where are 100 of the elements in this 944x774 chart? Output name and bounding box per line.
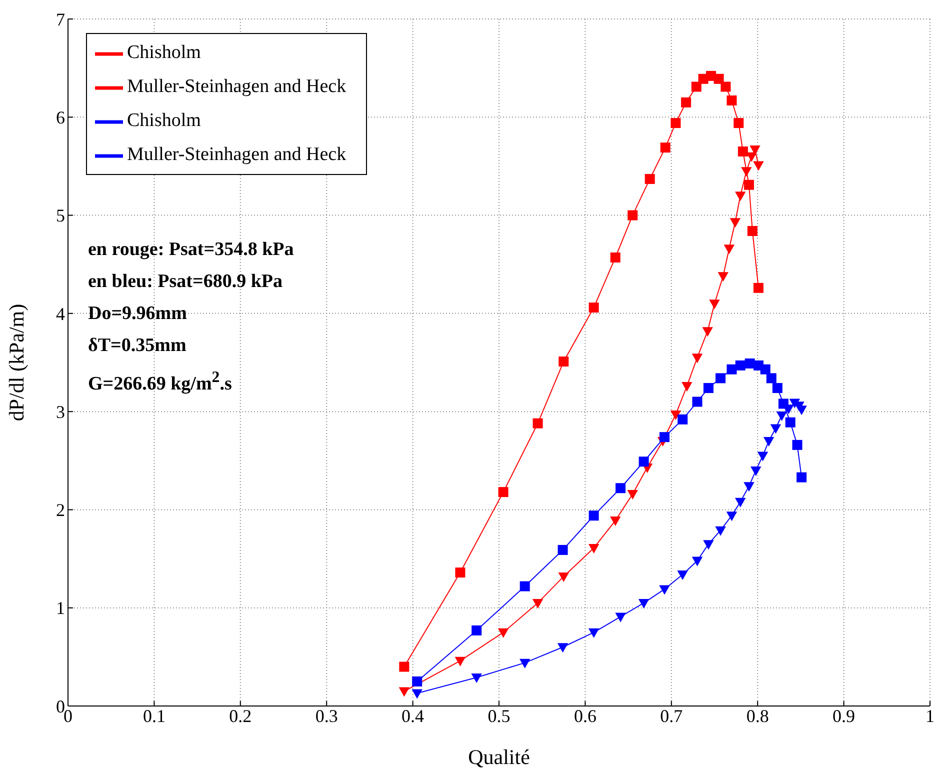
point — [610, 516, 620, 526]
y-axis-title: dP/dl (kPa/m) — [4, 304, 28, 422]
point — [726, 364, 737, 374]
legend-label: Muller-Steinhagen and Heck — [127, 76, 346, 97]
x-tick-label: 0.6 — [574, 706, 596, 726]
point — [764, 437, 774, 446]
point — [520, 581, 530, 592]
point — [703, 540, 714, 550]
point — [616, 483, 626, 494]
point — [724, 244, 734, 254]
x-tick-label: 0.9 — [832, 706, 856, 726]
point — [558, 643, 568, 652]
point — [532, 418, 543, 428]
point — [796, 472, 807, 482]
point — [588, 302, 599, 313]
x-tick-label: 1 — [926, 706, 934, 726]
annotation: en bleu: Psat=680.9 kPa — [88, 270, 284, 294]
point — [670, 410, 681, 420]
point — [412, 676, 422, 686]
point — [670, 118, 681, 128]
point — [692, 396, 702, 407]
point — [758, 452, 768, 461]
point — [750, 466, 761, 476]
point — [741, 167, 752, 176]
legend-label: Muller-Steinhagen and Heck — [127, 144, 346, 165]
point — [703, 383, 714, 394]
point — [747, 226, 758, 236]
point — [772, 383, 782, 394]
point — [472, 625, 482, 636]
point — [714, 74, 724, 84]
x-axis-title: Qualité — [468, 745, 530, 769]
point — [702, 327, 713, 336]
y-tick-label: 2 — [56, 500, 65, 520]
point — [558, 572, 569, 582]
point — [628, 490, 638, 500]
point — [753, 282, 764, 293]
point — [718, 272, 728, 282]
y-tick-label: 7 — [56, 9, 65, 30]
point — [588, 510, 599, 521]
point — [399, 662, 410, 672]
x-tick-label: 0.4 — [402, 706, 424, 726]
point — [638, 456, 649, 467]
point — [716, 373, 726, 384]
point — [734, 118, 744, 128]
point — [678, 414, 688, 424]
point — [726, 95, 737, 106]
point — [692, 354, 702, 363]
point — [716, 526, 726, 536]
point — [644, 174, 655, 184]
point — [610, 252, 620, 262]
point — [660, 585, 670, 594]
point — [766, 373, 776, 384]
annotation: δT=0.35mm — [88, 334, 188, 358]
legend-label: Chisholm — [127, 110, 201, 131]
point — [455, 656, 466, 666]
point — [472, 674, 482, 683]
point — [532, 598, 543, 608]
x-tick-label: 0.3 — [315, 706, 338, 726]
point — [498, 487, 508, 498]
point — [455, 568, 466, 578]
point — [726, 512, 737, 521]
y-tick-label: 4 — [56, 304, 65, 324]
point — [681, 97, 692, 108]
y-tick-label: 3 — [56, 402, 65, 422]
point — [746, 152, 757, 162]
point — [588, 544, 599, 553]
point — [399, 687, 410, 696]
point — [588, 628, 599, 638]
point — [760, 364, 770, 374]
annotation: G=266.69 kg/m$^{2}$.s — [88, 368, 233, 396]
point — [692, 556, 702, 566]
point — [735, 498, 746, 507]
point — [558, 356, 569, 367]
point — [682, 382, 692, 392]
point — [638, 598, 649, 608]
point — [678, 570, 688, 580]
point — [776, 411, 787, 420]
point — [616, 612, 626, 622]
x-tick-label: 0.7 — [660, 706, 683, 726]
point — [660, 432, 670, 442]
legend-label: Chisholm — [127, 42, 201, 63]
y-tick-label: 6 — [56, 108, 65, 128]
point — [744, 180, 754, 190]
x-tick-label: 0.1 — [142, 706, 166, 726]
point — [744, 482, 754, 492]
x-tick-label: 0.8 — [746, 706, 769, 726]
point — [498, 628, 508, 638]
y-tick-label: 5 — [56, 206, 65, 226]
point — [785, 417, 796, 428]
x-tick-label: 0.5 — [488, 706, 510, 726]
y-tick-label: 1 — [56, 598, 65, 618]
point — [520, 658, 530, 668]
annotation: en rouge: Psat=354.8 kPa — [88, 238, 294, 262]
point — [730, 218, 740, 228]
point — [710, 300, 720, 309]
point — [735, 192, 746, 201]
point — [412, 689, 422, 698]
point — [628, 210, 638, 220]
point — [691, 82, 702, 92]
point — [660, 142, 670, 153]
